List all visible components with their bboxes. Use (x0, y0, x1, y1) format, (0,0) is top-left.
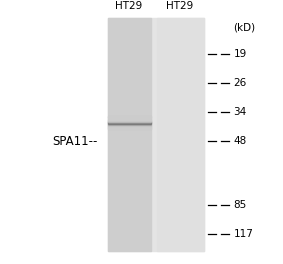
Text: 34: 34 (233, 107, 247, 117)
Text: 19: 19 (233, 49, 247, 59)
Text: HT29: HT29 (115, 1, 142, 11)
Text: 117: 117 (233, 229, 253, 239)
Bar (108, 18, 204, 251)
Text: SPA11--: SPA11-- (52, 135, 98, 148)
Bar (108, 18, 151, 251)
Bar (157, 18, 204, 251)
Text: (kD): (kD) (233, 23, 256, 33)
Text: 26: 26 (233, 78, 247, 88)
Text: 48: 48 (233, 136, 247, 146)
Text: 85: 85 (233, 200, 247, 210)
Text: HT29: HT29 (166, 1, 193, 11)
